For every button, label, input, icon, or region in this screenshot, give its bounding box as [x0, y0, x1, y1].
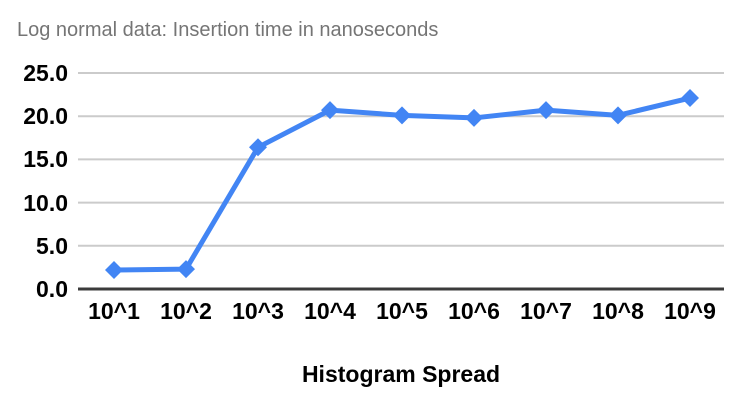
y-tick-label: 20.0 — [23, 103, 68, 130]
chart-title: Log normal data: Insertion time in nanos… — [17, 19, 439, 41]
x-tick-label: 10^1 — [88, 298, 140, 324]
x-tick-label: 10^9 — [664, 298, 716, 324]
x-axis-title: Histogram Spread — [301, 361, 501, 387]
data-point-marker — [249, 138, 267, 157]
x-tick-label: 10^5 — [376, 298, 428, 324]
x-tick-label: 10^8 — [592, 298, 644, 324]
data-point-marker — [609, 106, 627, 125]
x-tick-label: 10^7 — [520, 298, 572, 324]
y-tick-label: 0.0 — [36, 276, 68, 302]
data-point-marker — [681, 89, 699, 108]
y-tick-label: 15.0 — [23, 146, 68, 173]
x-tick-label: 10^3 — [232, 298, 284, 324]
data-point-marker — [321, 101, 339, 120]
x-tick-label: 10^4 — [304, 298, 356, 324]
data-point-marker — [105, 260, 123, 279]
data-point-marker — [537, 101, 555, 120]
y-tick-label: 25.0 — [23, 60, 68, 86]
x-tick-label: 10^6 — [448, 298, 500, 324]
x-tick-label: 10^2 — [160, 298, 212, 324]
y-tick-label: 5.0 — [36, 232, 68, 259]
data-point-marker — [393, 106, 411, 125]
data-point-marker — [465, 108, 483, 127]
y-tick-label: 10.0 — [23, 189, 68, 216]
data-point-marker — [177, 260, 195, 279]
